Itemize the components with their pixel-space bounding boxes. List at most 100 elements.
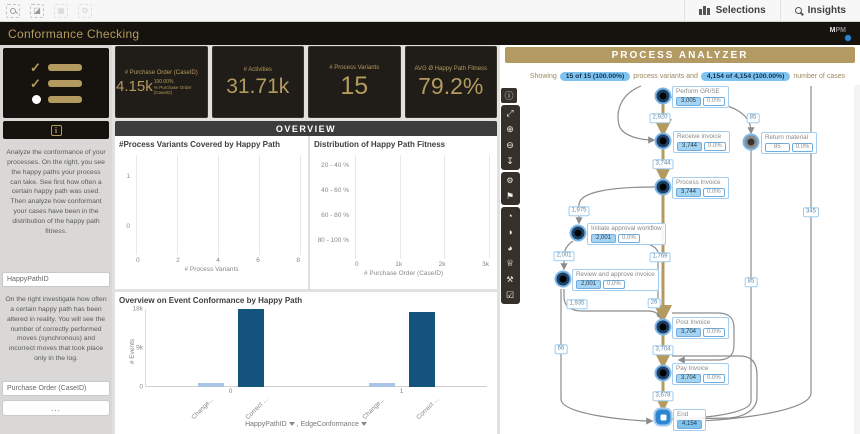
zoom-in-icon[interactable]: ⊕ [502, 122, 518, 137]
label-post-invoice[interactable]: Post Invoice 3,704 0.0% [672, 317, 729, 339]
node-initiate-approval-workflow[interactable] [571, 226, 585, 240]
y-tick: 0 [126, 222, 130, 230]
info-tile[interactable]: i [3, 121, 109, 139]
kpi-value: 79.2% [418, 73, 484, 99]
cases-pill[interactable]: 4,154 of 4,154 (100.00%) [700, 72, 791, 81]
variants-pill[interactable]: 15 of 15 (100.00%) [559, 72, 631, 81]
app-header: Conformance Checking MPM [0, 22, 860, 45]
label-return-material[interactable]: Return material 85 0.0% [761, 132, 818, 154]
node-pay-invoice[interactable] [656, 366, 670, 380]
edge-label: 26 [647, 298, 661, 308]
kpi-label: AVG Ø Happy Path Fitness [414, 66, 488, 72]
selections-button[interactable]: Selections [684, 0, 780, 21]
node-review-approve-invoice[interactable] [556, 272, 570, 286]
y-tick: 0 [139, 383, 143, 391]
label-receive-invoice[interactable]: Receive invoice 3,744 0.0% [673, 131, 730, 153]
bookmark-icon[interactable]: ◪ [30, 3, 44, 18]
bar-correct-0[interactable] [238, 309, 265, 387]
node-process-invoice[interactable] [656, 180, 670, 194]
x-tick: 0 [355, 261, 359, 268]
trophy-icon[interactable]: ♕ [502, 256, 518, 271]
more-filters-button[interactable]: ... [2, 400, 110, 416]
milestone-flag-icon[interactable]: ⚑ [502, 189, 518, 204]
settings-icon[interactable]: ⚙ [78, 3, 92, 18]
variant-b-icon[interactable]: ◑ [502, 224, 518, 239]
chevron-down-icon [360, 422, 367, 427]
transport-icon[interactable]: ⚒ [502, 272, 518, 287]
kpi-process-variants[interactable]: # Process Variants 15 [308, 46, 401, 118]
kpi-happy-path-fitness[interactable]: AVG Ø Happy Path Fitness 79.2% [404, 46, 497, 118]
info-icon[interactable]: ⓘ [501, 88, 517, 103]
kpi-label: # Process Variants [329, 65, 380, 71]
edge-label: 3,744 [652, 159, 674, 169]
dimension-edgeconformance[interactable]: EdgeConformance [300, 421, 359, 428]
bar-correct-1[interactable] [408, 312, 435, 387]
analyzer-toolbar: ⓘ ⤢ ⊕ ⊖ ↧ ⚙ ⚑ ◔ ◑ ◕ ♕ ⚒ ☑ [501, 88, 520, 304]
label-pay-invoice[interactable]: Pay Invoice 3,704 0.0% [672, 363, 729, 385]
bar-change-1[interactable] [368, 383, 395, 387]
snapshot-icon[interactable]: ▦ [54, 3, 68, 18]
variant-a-icon[interactable]: ◔ [502, 208, 518, 223]
chart-event-conformance: Overview on Event Conformance by Happy P… [115, 292, 497, 434]
label-end[interactable]: End 4,154 [673, 409, 707, 431]
checklist-icon: ✓ ✓ [30, 61, 82, 104]
process-flow-diagram[interactable]: Perform GR/SE 3,005 0.0% Receive invoice … [520, 85, 854, 434]
edge-label: 1,975 [568, 206, 590, 216]
edge-label: 2,001 [553, 251, 575, 261]
variant-c-icon[interactable]: ◕ [502, 240, 518, 255]
kpi-activities[interactable]: # Activities 31.71k [211, 46, 304, 118]
zoom-out-icon[interactable]: ⊖ [502, 138, 518, 153]
x-axis-label: # Process Variants [184, 266, 239, 273]
node-end[interactable] [655, 409, 671, 425]
y-tick: 9k [136, 344, 143, 352]
node-receive-invoice[interactable] [656, 134, 670, 148]
info-icon: i [50, 124, 62, 136]
x-tick: 4 [216, 257, 220, 264]
bar-label: Change... [190, 396, 216, 422]
process-analyzer-panel: PROCESS ANALYZER Showing 15 of 15 (100.0… [500, 45, 860, 434]
dimension-happypathid[interactable]: HappyPathID [245, 421, 287, 428]
bar-label: Correct ... [244, 396, 270, 422]
node-return-material[interactable] [744, 135, 758, 149]
search-icon[interactable] [6, 3, 20, 18]
x-tick: 6 [256, 257, 260, 264]
bar-label: Change... [361, 396, 387, 422]
node-perform-grse[interactable] [656, 89, 670, 103]
group-label-0: 0 [228, 388, 233, 395]
kpi-sublabel: % Purchase Order (CaseID) [153, 84, 192, 95]
x-axis-label: # Purchase Order (CaseID) [363, 270, 444, 277]
happypathid-filter-input[interactable]: HappyPathID [2, 272, 110, 287]
chart-dimension-selector[interactable]: HappyPathID , EdgeConformance [115, 421, 497, 428]
process-analyzer-header: PROCESS ANALYZER [505, 47, 855, 63]
label-process-invoice[interactable]: Process Invoice 3,744 0.0% [672, 177, 729, 199]
kpi-purchase-orders[interactable]: # Purchase Order (CaseID) 4.15k 100.00% … [115, 46, 208, 118]
bar-change-0[interactable] [198, 383, 225, 387]
kpi-row: # Purchase Order (CaseID) 4.15k 100.00% … [115, 46, 497, 118]
export-icon[interactable]: ↧ [502, 154, 518, 169]
x-tick: 2k [438, 261, 446, 268]
chart-title: Distribution of Happy Path Fitness [314, 140, 446, 149]
group-label-1: 1 [399, 388, 404, 395]
stop-icon [660, 414, 666, 420]
analyzer-scrollbar[interactable] [854, 85, 860, 434]
node-post-invoice[interactable] [656, 320, 670, 334]
checkbox-icon[interactable]: ☑ [502, 288, 518, 303]
insights-button[interactable]: Insights [779, 0, 860, 21]
y-tick: 1 [126, 172, 130, 180]
fit-view-icon[interactable]: ⤢ [502, 106, 518, 121]
label-initiate-approval-workflow[interactable]: Initiate approval workflow 2,001 0.0% [587, 223, 666, 245]
gears-icon[interactable]: ⚙ [502, 173, 518, 188]
chart-title: Overview on Event Conformance by Happy P… [119, 296, 303, 305]
sidebar-description-2: On the right investigate how often a cer… [5, 296, 107, 363]
x-tick: 8 [296, 257, 300, 264]
purchase-order-filter-input[interactable]: Purchase Order (CaseID) [2, 381, 110, 396]
label-perform-grse[interactable]: Perform GR/SE 3,005 0.0% [672, 86, 729, 108]
selections-grid-icon [699, 6, 710, 15]
kpi-subvalue: 100.00% [153, 78, 174, 85]
logo-dot [844, 34, 852, 42]
label-review-approve-invoice[interactable]: Review and approve invoice 2,001 0.0% [572, 269, 659, 291]
y-tick: 80 - 100 % [317, 236, 349, 244]
kpi-label: # Activities [243, 67, 272, 73]
sidebar-description-1: Analyze the conformance of your processe… [6, 149, 106, 235]
